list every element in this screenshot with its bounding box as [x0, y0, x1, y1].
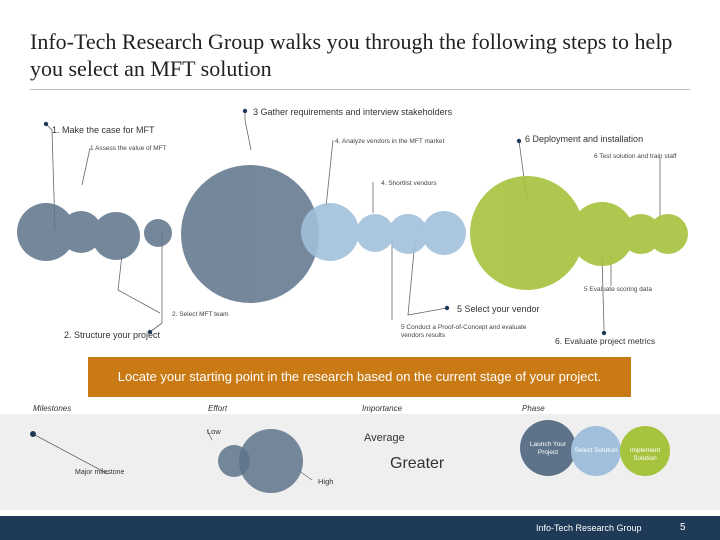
leader-gather: [244, 111, 252, 151]
major-milestone-label: Major milestone: [75, 469, 125, 476]
low-leader: [206, 429, 213, 441]
legend-graphics: [30, 420, 670, 493]
circle-shortlist: [356, 214, 394, 252]
legend-header-milestones: Milestones: [33, 404, 72, 413]
phase-implement-label: Implement Solution: [629, 447, 661, 462]
milestone-dot: [43, 121, 49, 127]
circle-select-vendor: [422, 211, 466, 255]
circle-test-train: [570, 202, 634, 266]
milestone-dot: [147, 329, 153, 335]
label-select-vendor: 5 Select your vendor: [457, 304, 540, 314]
circle-analyze-vendors: [301, 203, 359, 261]
label-evaluate-scoring: 5 Evaluate scoring data: [584, 286, 652, 293]
milestone-dot: [601, 330, 607, 336]
label-deployment: 6 Deployment and installation: [525, 134, 644, 144]
leader-assess: [81, 147, 91, 186]
effort-high-circle: [239, 429, 303, 493]
label-structure-project: 2. Structure your project: [64, 330, 161, 340]
label-gather-requirements: 3 Gather requirements and interview stak…: [253, 107, 453, 117]
footer-bar: Info-Tech Research Group 5: [0, 516, 720, 540]
phase-launch-label: Launch Your Project: [529, 441, 567, 456]
leader-analyze: [325, 139, 334, 208]
importance-average-label: Average: [364, 432, 405, 444]
phase-launch-circle: [520, 420, 576, 476]
effort-low-label: Low: [207, 427, 221, 436]
footer-org: Info-Tech Research Group: [536, 523, 642, 533]
page-number: 5: [680, 522, 686, 533]
phase-implement-circle: [620, 426, 670, 476]
instruction-banner: Locate your starting point in the resear…: [88, 357, 631, 397]
circle-gather-requirements: [181, 165, 319, 303]
legend-header-phase: Phase: [522, 404, 545, 413]
label-assess-value: 1 Assess the value of MFT: [90, 145, 167, 152]
importance-greater-label: Greater: [390, 455, 445, 472]
legend-header-importance: Importance: [362, 404, 403, 413]
legend-panel: Major milestone Low High Average Greater…: [0, 414, 720, 510]
circle-evaluate-scoring: [648, 214, 688, 254]
leader-select-team: [117, 254, 161, 314]
label-evaluate-metrics: 6. Evaluate project metrics: [555, 336, 656, 346]
banner-text: Locate your starting point in the resear…: [117, 369, 602, 384]
circle-deploy: [470, 176, 584, 290]
label-make-case: 1. Make the case for MFT: [52, 125, 155, 135]
circle-make-case: [17, 203, 75, 261]
leader-select-vendor: [407, 239, 448, 316]
label-select-team: 2. Select MFT team: [172, 311, 229, 318]
circle-poc: [388, 214, 428, 254]
circle-assess-value: [60, 211, 102, 253]
milestone-dot: [516, 138, 522, 144]
circle-structure-small: [144, 219, 172, 247]
milestone-dot: [242, 108, 248, 114]
page-title: Info-Tech Research Group walks you throu…: [30, 29, 673, 81]
phase-select-circle: [571, 426, 621, 476]
label-test-train: 6 Test solution and train staff: [594, 153, 677, 160]
title-divider: [30, 89, 690, 90]
leader-case: [45, 123, 56, 231]
circle-select-team: [92, 212, 140, 260]
phase-select-label: Select Solution: [574, 447, 618, 454]
label-proof-of-concept: 5 Conduct a Proof-of-Concept and evaluat…: [401, 324, 527, 339]
label-analyze-vendors: 4. Analyze vendors in the MFT market: [335, 138, 445, 145]
leader-metrics: [601, 254, 605, 331]
label-shortlist: 4. Shortlist vendors: [381, 180, 437, 187]
effort-high-label: High: [318, 477, 334, 486]
legend-header-effort: Effort: [208, 404, 228, 413]
milestone-dot: [444, 305, 450, 311]
milestone-legend-dot: [30, 431, 36, 437]
milestone-legend-line: [32, 433, 109, 475]
leader-structure: [149, 232, 163, 333]
